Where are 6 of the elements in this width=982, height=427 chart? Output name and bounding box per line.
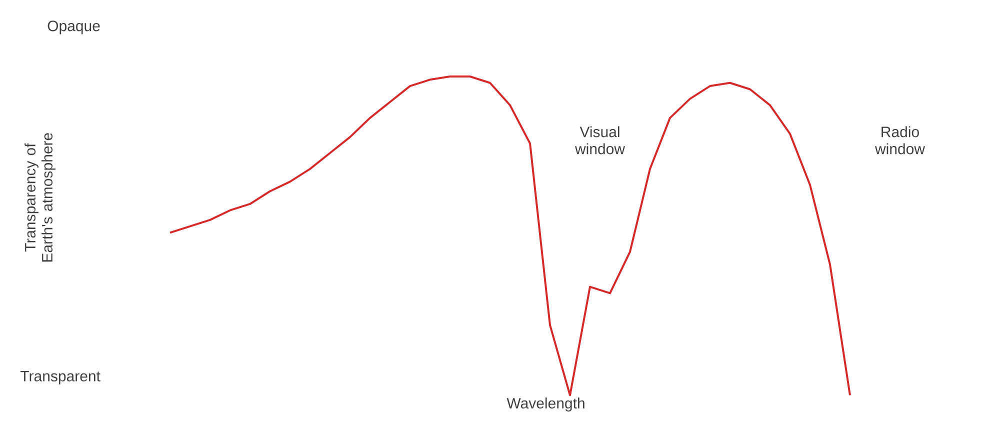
text: Transparent bbox=[20, 370, 100, 384]
x-axis-title: Wavelength bbox=[506, 398, 584, 412]
annotation: Visual window bbox=[574, 126, 626, 154]
text: Opaque bbox=[48, 20, 100, 34]
text: Transparency of Earth's atmosphere bbox=[24, 133, 56, 262]
text: Radio window bbox=[874, 126, 926, 154]
